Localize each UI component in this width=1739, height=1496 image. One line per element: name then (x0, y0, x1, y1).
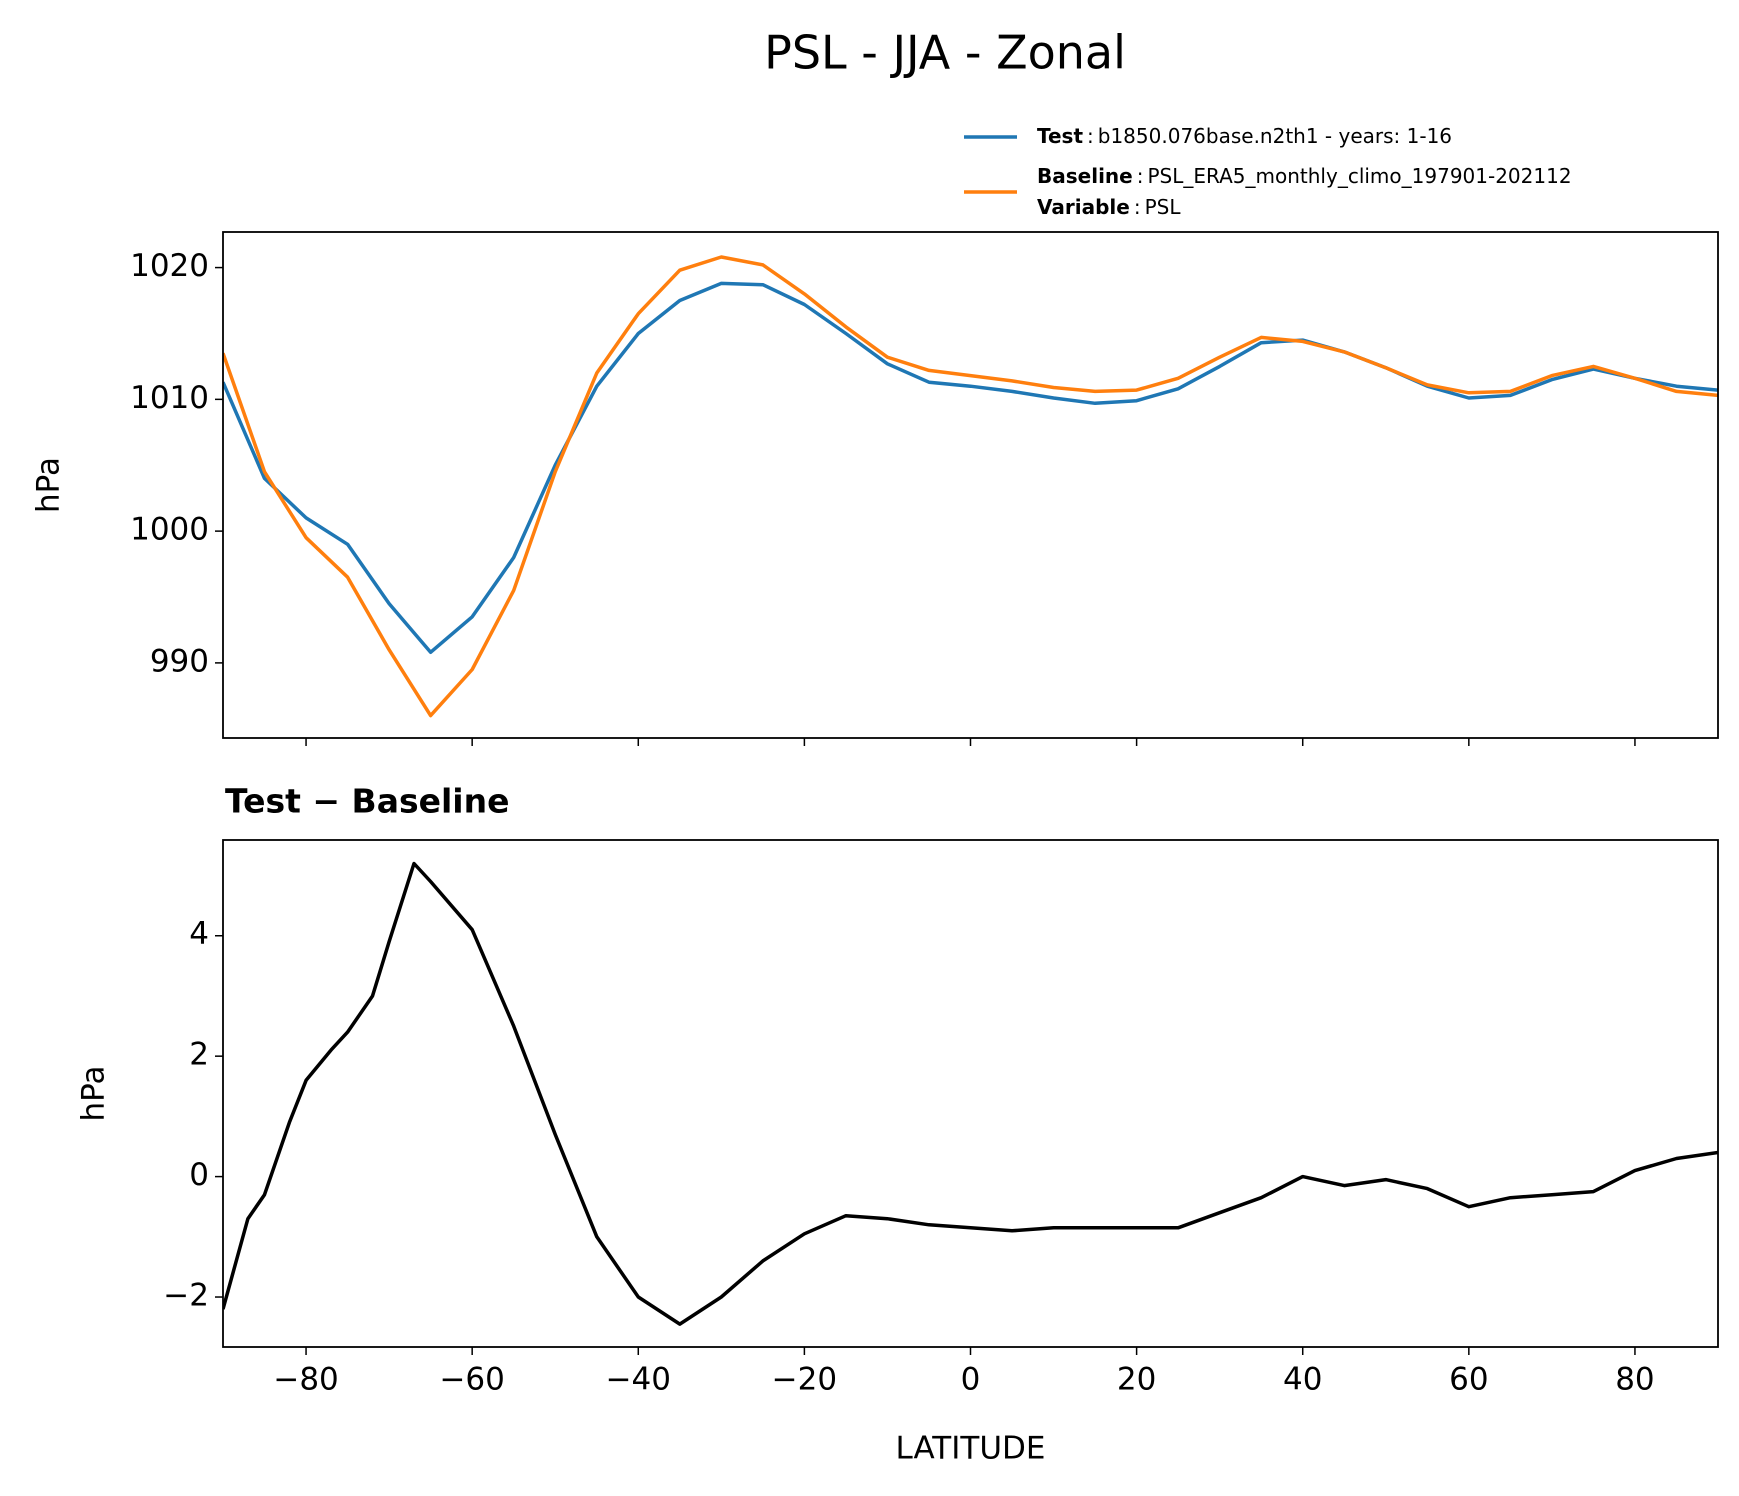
y-tick-label: 4 (189, 916, 209, 952)
x-tick-label: 40 (1283, 1362, 1322, 1398)
legend-text: b1850.076base.n2th1 - years: 1-16 (1098, 124, 1452, 148)
legend-text: PSL_ERA5_monthly_climo_197901-202112 (1147, 164, 1571, 188)
legend-text: PSL (1145, 195, 1182, 219)
legend-entry: Variable: PSL (1037, 195, 1181, 219)
x-tick-label: −80 (273, 1362, 338, 1398)
figure-title: PSL - JJA - Zonal (764, 26, 1126, 80)
y-tick-label: 1020 (130, 248, 209, 284)
data-line (223, 255, 1718, 718)
x-tick-label: 80 (1615, 1362, 1654, 1398)
data-line (223, 281, 1718, 655)
x-tick-label: 0 (961, 1362, 981, 1398)
legend-entry: Baseline: PSL_ERA5_monthly_climo_197901-2… (1037, 164, 1572, 188)
x-tick-label: −20 (772, 1362, 837, 1398)
x-tick-label: 20 (1117, 1362, 1156, 1398)
axes-frame (222, 231, 1719, 739)
x-tick-label: −40 (606, 1362, 671, 1398)
legend-separator: : (1137, 164, 1144, 188)
data-line (223, 861, 1718, 1326)
y-axis-label: hPa (31, 457, 67, 513)
y-tick-label: 1010 (130, 380, 209, 416)
y-tick-label: −2 (163, 1278, 209, 1314)
y-tick-label: 990 (150, 643, 209, 679)
legend-entry: Test: b1850.076base.n2th1 - years: 1-16 (1037, 124, 1452, 148)
legend-key: Baseline (1037, 164, 1133, 188)
axes-frame (222, 839, 1719, 1348)
legend-key: Test (1037, 124, 1083, 148)
y-tick-label: 0 (189, 1157, 209, 1193)
y-tick-label: 2 (189, 1037, 209, 1073)
y-tick-label: 1000 (130, 512, 209, 548)
x-tick-label: −60 (439, 1362, 504, 1398)
legend-key: Variable (1037, 195, 1130, 219)
x-tick-label: 60 (1449, 1362, 1488, 1398)
legend-separator: : (1134, 195, 1141, 219)
subplot-title: Test − Baseline (225, 782, 510, 821)
y-axis-label: hPa (76, 1066, 112, 1122)
x-axis-label: LATITUDE (896, 1431, 1046, 1467)
legend-separator: : (1087, 124, 1094, 148)
